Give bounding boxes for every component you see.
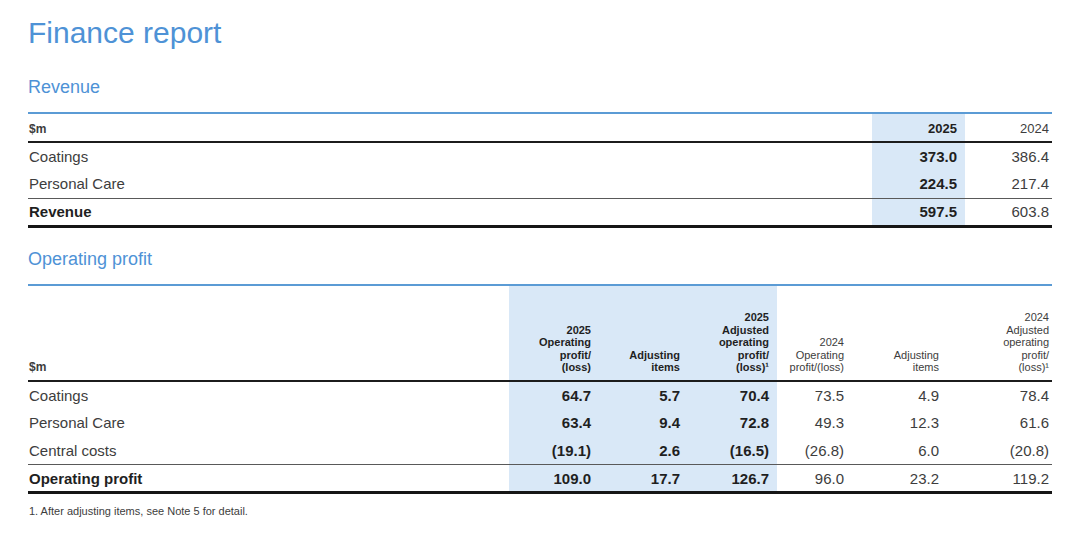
cell-value: 73.5 [777,381,852,409]
revenue-section: Revenue $m 2025 2024 Coatings 373.0 386.… [28,76,1052,228]
cell-value: 70.4 [688,381,777,409]
cell-value: (26.8) [777,437,852,465]
table-row: Central costs (19.1) 2.6 (16.5) (26.8) 6… [28,437,1052,465]
cell-value: (20.8) [947,437,1052,465]
cell-value: 119.2 [947,465,1052,493]
table-row: Personal Care 224.5 217.4 [28,170,1052,198]
table-row: Coatings 373.0 386.4 [28,142,1052,170]
table-row: Coatings 64.7 5.7 70.4 73.5 4.9 78.4 [28,381,1052,409]
revenue-col-header-2025: 2025 [872,113,965,142]
col-header-2024-operating-profit: 2024 Operating profit/(loss) [777,285,852,381]
operating-profit-section: Operating profit $m 2025 Operating profi… [28,248,1052,495]
revenue-total-row: Revenue 597.5 603.8 [28,198,1052,226]
col-header-2025-operating-profit: 2025 Operating profit/ (loss) [509,285,599,381]
cell-value: 78.4 [947,381,1052,409]
revenue-header-row: $m 2025 2024 [28,113,1052,142]
footnote: 1. After adjusting items, see Note 5 for… [28,505,1052,517]
operating-profit-header-row: $m 2025 Operating profit/ (loss) Adjusti… [28,285,1052,381]
cell-value: 49.3 [777,409,852,437]
row-label: Operating profit [28,465,509,493]
finance-report-page: Finance report Revenue $m 2025 2024 Coat… [0,0,1080,517]
cell-value: 5.7 [599,381,688,409]
cell-value: 109.0 [509,465,599,493]
col-header-2024-adjusted-operating-profit: 2024 Adjusted operating profit/ (loss)¹ [947,285,1052,381]
cell-value: 4.9 [852,381,947,409]
row-label: Personal Care [28,409,509,437]
row-label: Personal Care [28,170,872,198]
revenue-table: $m 2025 2024 Coatings 373.0 386.4 Person… [28,112,1052,228]
cell-2024: 603.8 [965,198,1052,226]
cell-2025: 224.5 [872,170,965,198]
cell-value: 96.0 [777,465,852,493]
cell-value: 2.6 [599,437,688,465]
table-row: Personal Care 63.4 9.4 72.8 49.3 12.3 61… [28,409,1052,437]
row-label: Central costs [28,437,509,465]
operating-profit-section-heading: Operating profit [28,248,1052,270]
row-label: Coatings [28,381,509,409]
cell-value: 63.4 [509,409,599,437]
cell-value: (16.5) [688,437,777,465]
col-header-2025-adjusting-items: Adjusting items [599,285,688,381]
cell-2024: 217.4 [965,170,1052,198]
cell-value: 61.6 [947,409,1052,437]
row-label: Coatings [28,142,872,170]
cell-value: 126.7 [688,465,777,493]
row-label: Revenue [28,198,872,226]
cell-value: 23.2 [852,465,947,493]
cell-value: 64.7 [509,381,599,409]
cell-value: 9.4 [599,409,688,437]
cell-2025: 597.5 [872,198,965,226]
revenue-unit-label: $m [28,113,872,142]
cell-value: 17.7 [599,465,688,493]
col-header-2024-adjusting-items: Adjusting items [852,285,947,381]
cell-2025: 373.0 [872,142,965,170]
cell-value: 6.0 [852,437,947,465]
page-title: Finance report [28,16,1052,50]
col-header-2025-adjusted-operating-profit: 2025 Adjusted operating profit/ (loss)¹ [688,285,777,381]
revenue-section-heading: Revenue [28,76,1052,98]
operating-profit-total-row: Operating profit 109.0 17.7 126.7 96.0 2… [28,465,1052,493]
cell-value: 12.3 [852,409,947,437]
cell-value: 72.8 [688,409,777,437]
operating-profit-table: $m 2025 Operating profit/ (loss) Adjusti… [28,284,1052,495]
revenue-col-header-2024: 2024 [965,113,1052,142]
cell-2024: 386.4 [965,142,1052,170]
cell-value: (19.1) [509,437,599,465]
operating-profit-unit-label: $m [28,285,509,381]
